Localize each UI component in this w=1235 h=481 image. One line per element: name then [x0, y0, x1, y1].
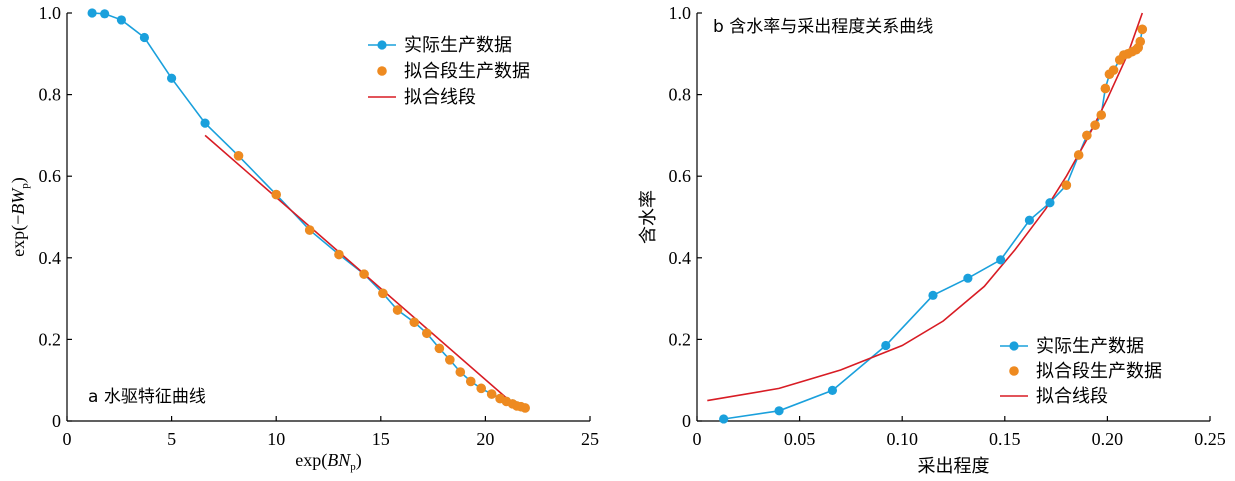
actual-data-point [827, 385, 838, 395]
x-tick-label: 0 [693, 429, 702, 449]
fitted-data-point [455, 367, 466, 377]
panel-title: a 水驱特征曲线 [88, 387, 206, 407]
fitted-data-point [1090, 120, 1100, 130]
actual-data-point [996, 255, 1006, 265]
x-tick-label: 0.10 [886, 429, 918, 449]
fitted-data-point [1137, 24, 1148, 35]
fitted-data-point [445, 355, 455, 365]
y-tick-label: 1.0 [669, 3, 692, 23]
actual-data-point [167, 73, 177, 83]
legend-marker-fitted [377, 66, 387, 76]
y-tick-label: 0.4 [669, 248, 692, 268]
chart-panel-a: 0 5 10 15 20 25 0 0.2 0.4 0.6 0.8 1.0 exp(BNp) exp(−B… [8, 3, 599, 473]
x-tick-label: 10 [267, 429, 285, 449]
actual-data-point [1024, 215, 1035, 225]
legend-label: 拟合线段 [404, 87, 476, 108]
fitted-data-point [520, 403, 530, 413]
actual-data-point [1045, 198, 1055, 208]
y-tick-label: 1.0 [39, 3, 62, 23]
fitted-data-point [1135, 36, 1146, 47]
series-fitted-line [707, 12, 1144, 402]
legend-marker-actual [1009, 341, 1019, 351]
actual-data-point [200, 118, 210, 128]
x-tick-label: 15 [372, 429, 390, 449]
fitted-data-point [233, 151, 244, 161]
fitted-data-point [465, 376, 476, 387]
x-tick-label: 0.05 [784, 429, 816, 449]
actual-data-point [963, 273, 973, 283]
y-axis-title: exp(−BWp) [8, 177, 31, 257]
actual-data-point [87, 8, 97, 18]
fitted-data-point [409, 317, 420, 328]
actual-data-point [100, 9, 110, 19]
y-tick-label: 0.6 [39, 166, 62, 186]
legend-marker-actual [377, 40, 387, 50]
actual-data-point [719, 414, 729, 424]
fitted-data-point [378, 288, 388, 299]
fitted-data-point [271, 189, 282, 200]
x-tick-label: 0.15 [989, 429, 1021, 449]
x-axis-title: exp(BNp) [295, 450, 362, 473]
fitted-data-point [476, 383, 487, 394]
legend-label: 拟合段生产数据 [1036, 361, 1162, 382]
y-tick-label: 0.8 [669, 85, 692, 105]
legend-label: 实际生产数据 [404, 35, 512, 56]
legend-label: 拟合线段 [1036, 386, 1108, 407]
x-tick-label: 0.20 [1092, 429, 1124, 449]
actual-data-point [139, 32, 150, 43]
legend-label: 拟合段生产数据 [404, 61, 530, 82]
y-tick-label: 0.6 [669, 166, 692, 186]
fitted-data-point [1096, 110, 1107, 120]
fitted-data-point [1108, 65, 1119, 75]
actual-data-point [116, 15, 126, 25]
actual-data-point [928, 290, 938, 300]
x-axis-title: 采出程度 [918, 456, 990, 476]
fitted-data-point [304, 225, 315, 235]
x-tick-label: 25 [581, 429, 599, 449]
legend-marker-fitted [1009, 366, 1019, 376]
y-tick-label: 0.2 [39, 329, 62, 349]
fitted-data-point [434, 343, 445, 354]
fitted-data-point [486, 389, 497, 399]
x-tick-label: 0.25 [1194, 429, 1226, 449]
x-tick-label: 0 [63, 429, 72, 449]
y-tick-label: 0 [52, 411, 61, 431]
y-tick-label: 0.4 [39, 248, 62, 268]
fitted-data-point [422, 328, 432, 339]
fitted-data-point [1061, 180, 1072, 190]
y-tick-label: 0 [682, 411, 691, 431]
actual-data-point [774, 406, 784, 416]
fitted-data-point [334, 249, 344, 260]
y-axis-title: 含水率 [638, 190, 658, 244]
panel-title: b 含水率与采出程度关系曲线 [713, 17, 933, 37]
legend-label: 实际生产数据 [1036, 336, 1144, 357]
fitted-data-point [392, 305, 403, 315]
chart-panel-b: 0 0.05 0.10 0.15 0.20 0.25 0 0.2 0.4 0.6 0.8 1.0 采出程… [638, 3, 1226, 476]
fitted-data-point [1100, 83, 1111, 94]
actual-data-point [881, 340, 891, 351]
y-tick-label: 0.8 [39, 85, 62, 105]
fitted-data-point [1073, 150, 1084, 160]
fitted-data-point [1082, 130, 1092, 141]
x-tick-label: 20 [476, 429, 494, 449]
y-tick-label: 0.2 [669, 329, 692, 349]
fitted-data-point [359, 269, 369, 279]
x-tick-label: 5 [167, 429, 176, 449]
